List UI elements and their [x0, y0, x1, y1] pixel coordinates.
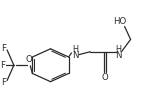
Text: N: N	[115, 51, 122, 60]
Text: F: F	[0, 61, 5, 70]
Text: HO: HO	[113, 17, 126, 26]
Text: O: O	[101, 73, 108, 82]
Text: N: N	[72, 51, 78, 60]
Text: H: H	[72, 45, 78, 54]
Text: O: O	[25, 55, 32, 64]
Text: F: F	[1, 78, 6, 87]
Text: F: F	[1, 44, 6, 53]
Text: H: H	[116, 45, 122, 54]
